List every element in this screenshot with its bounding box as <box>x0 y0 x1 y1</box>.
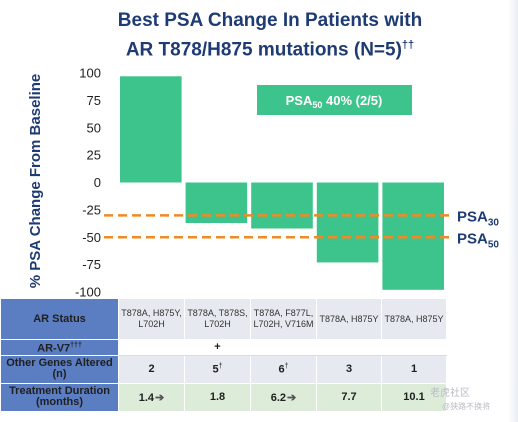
table-row-other: Other Genes Altered (n) 2 5† 6† 3 1 <box>0 354 447 384</box>
title-footnote-mark: †† <box>401 39 415 51</box>
cell-value: 3 <box>345 363 353 376</box>
y-tick-label: 0 <box>94 175 101 190</box>
cell-value: T878A, H875Y <box>319 313 379 324</box>
bar-2 <box>185 182 248 224</box>
watermark-brand: 老虎社区 <box>430 388 470 399</box>
table-cell: 3 <box>316 354 382 384</box>
table-cell: 6.2➔ <box>250 382 317 412</box>
psa50-label: PSA50 <box>457 230 499 250</box>
cell-value: T878A, H875Y, L702H <box>121 308 182 329</box>
table-cell <box>250 339 317 356</box>
cell-footnote: † <box>218 362 223 370</box>
bar-3 <box>251 182 313 229</box>
chart-title: Best PSA Change In Patients with AR T878… <box>70 8 470 62</box>
title-line-1: Best PSA Change In Patients with <box>117 10 423 31</box>
y-axis-ticks: 100 75 50 25 0 -25 -50 -75 -100 <box>75 66 101 300</box>
row-header-label: Treatment Duration (months) <box>9 385 110 409</box>
cell-value: T878A, T878S, L702H <box>187 308 248 329</box>
cell-value: 5 <box>212 363 219 376</box>
psa50-annotation: PSA50 40% (2/5) <box>257 85 412 115</box>
bars <box>120 76 444 290</box>
row-header: AR-V7††† <box>0 339 119 356</box>
table-cell: T878A, H875Y <box>381 298 447 340</box>
table-cell: 5† <box>184 354 251 384</box>
y-tick-label: -75 <box>82 257 101 272</box>
table-row-dur: Treatment Duration (months) 1.4➔ 1.8 6.2➔ 7.… <box>0 382 447 412</box>
title-line-2: AR T878/H875 mutations (N=5) <box>125 39 402 61</box>
y-tick-label: 75 <box>87 93 101 108</box>
row-header-label: AR-V7 <box>37 342 71 355</box>
table-cell: + <box>184 339 251 356</box>
y-tick-label: -25 <box>82 202 101 217</box>
table-cell: 2 <box>118 354 185 384</box>
ongoing-arrow-icon: ➔ <box>287 391 297 404</box>
cell-value: 2 <box>148 363 155 376</box>
watermark-handle: @狭路不换将 <box>442 402 491 411</box>
table-cell: 1.4➔ <box>118 382 185 412</box>
cell-value: T878A, F877L, L702H, V716M <box>253 308 314 329</box>
table-cell: 1.8 <box>184 382 251 412</box>
cell-value: 6.2 <box>270 391 287 404</box>
ongoing-arrow-icon: ➔ <box>155 391 165 404</box>
bar-1 <box>120 76 182 183</box>
cell-value: 1 <box>410 363 418 376</box>
bar-4 <box>316 182 379 263</box>
table-row-v7: AR-V7††† + <box>0 339 447 356</box>
table-cell: T878A, F877L, L702H, V716M <box>250 298 317 340</box>
y-tick-label: -100 <box>75 285 101 300</box>
watermark: 老虎社区 @狭路不换将 <box>430 384 490 412</box>
cell-value: 7.7 <box>341 391 357 404</box>
y-tick-label: 100 <box>79 66 101 81</box>
row-header-label: AR Status <box>33 312 86 325</box>
table-cell <box>118 339 185 356</box>
annotation-box <box>257 85 412 115</box>
annotation-text: PSA50 40% (2/5) <box>286 93 383 110</box>
table-cell: T878A, H875Y, L702H <box>118 298 185 340</box>
row-header-footnote: ††† <box>70 342 82 349</box>
table-cell: 7.7 <box>316 382 382 412</box>
y-tick-label: 25 <box>87 148 101 163</box>
row-header-label: Other Genes Altered (n) <box>6 357 113 381</box>
table-cell <box>381 339 447 356</box>
table-cell: 10.1 <box>381 382 447 412</box>
patient-data-table: AR Status T878A, H875Y, L702H T878A, T878S… <box>0 298 447 412</box>
table-cell: T878A, H875Y <box>316 298 382 340</box>
y-tick-label: 50 <box>87 120 101 135</box>
y-tick-label: -50 <box>82 230 101 245</box>
table-row-ar: AR Status T878A, H875Y, L702H T878A, T878S… <box>0 298 447 340</box>
row-header: Treatment Duration (months) <box>0 382 119 412</box>
slide-edge-decoration <box>508 0 518 422</box>
row-header: AR Status <box>0 298 119 340</box>
cell-value: 6 <box>278 363 285 376</box>
psa30-label: PSA30 <box>457 208 499 228</box>
cell-footnote: † <box>284 362 289 370</box>
table-cell: 1 <box>381 354 447 384</box>
title-line-2-wrap: AR T878/H875 mutations (N=5)†† <box>70 33 470 62</box>
table-cell <box>316 339 382 356</box>
table-cell: T878A, T878S, L702H <box>184 298 251 340</box>
cell-value: 1.8 <box>209 391 226 404</box>
row-header: Other Genes Altered (n) <box>0 354 119 384</box>
cell-value: 1.4 <box>138 391 155 404</box>
cell-value: T878A, H875Y <box>384 313 444 324</box>
table-cell: 6† <box>250 354 317 384</box>
cell-value: + <box>214 341 221 354</box>
cell-value: 10.1 <box>403 391 425 404</box>
